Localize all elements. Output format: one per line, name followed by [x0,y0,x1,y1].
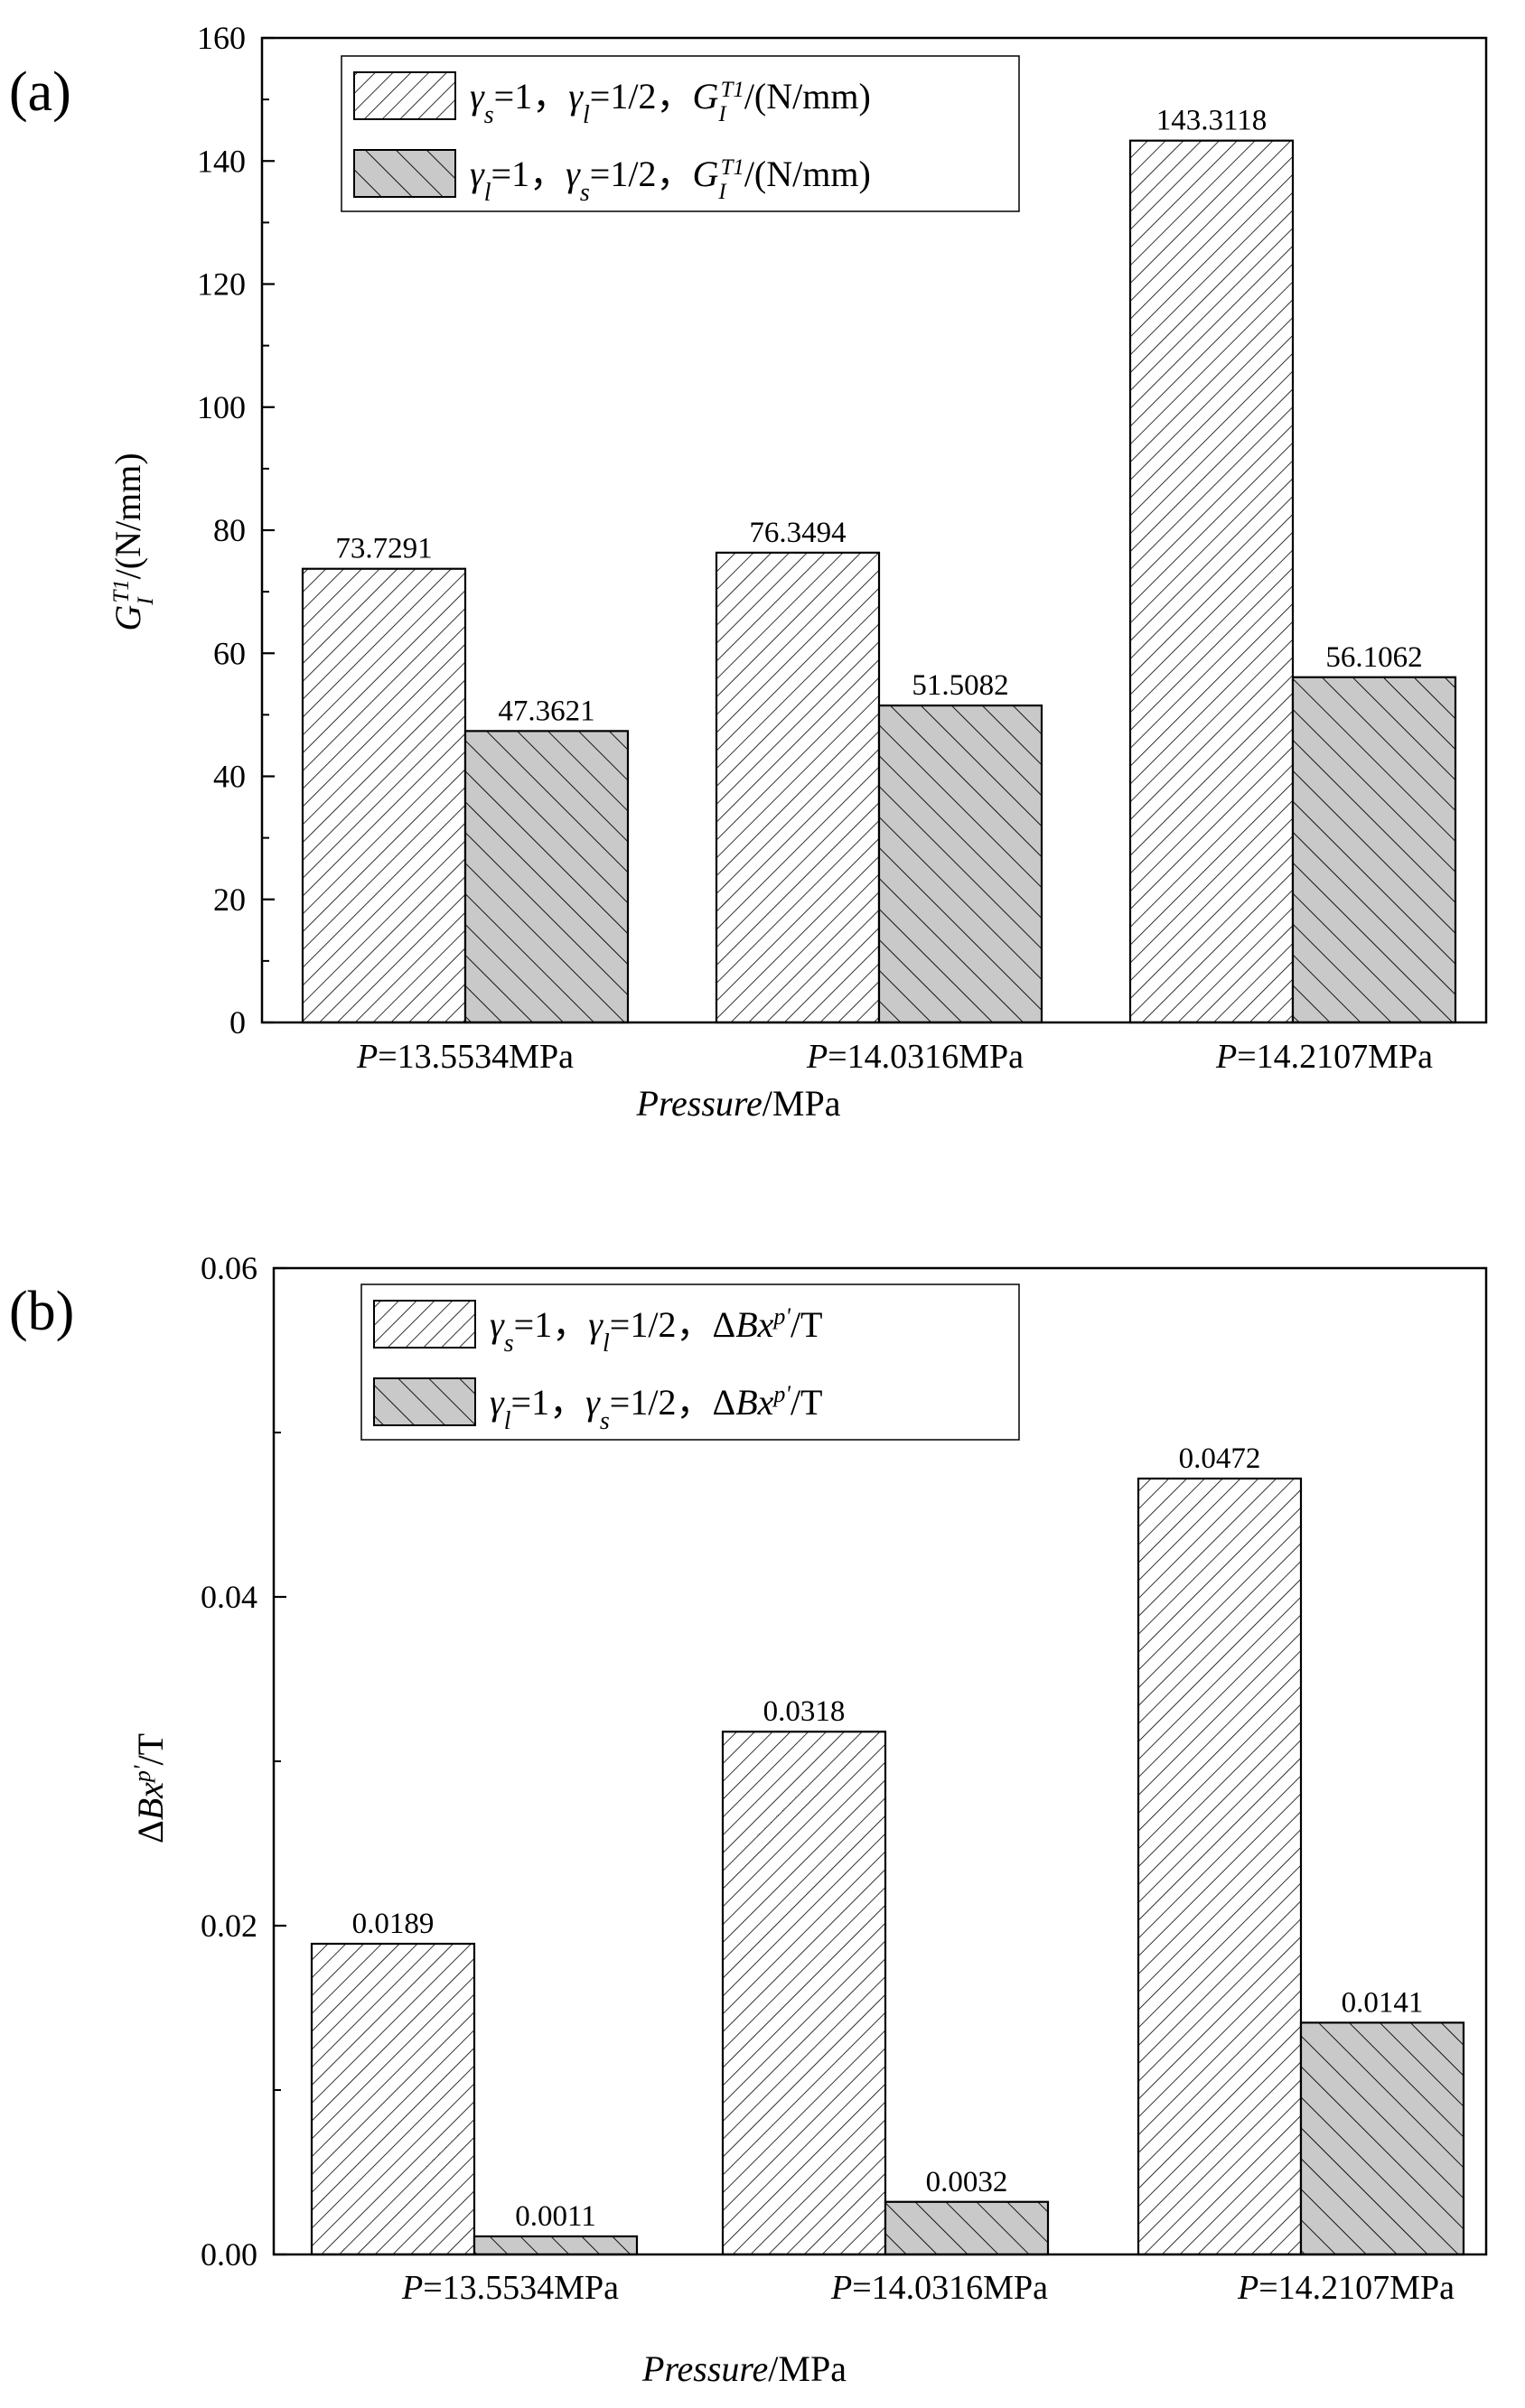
x-category-label: P=14.2107MPa [1237,2269,1455,2307]
y-tick-label: 80 [213,512,246,548]
bar [463,730,630,1024]
y-tick-label: 0.02 [201,1908,257,1944]
data-label: 0.0011 [515,2200,596,2233]
x-category-label: P=13.5534MPa [356,1038,574,1076]
x-category-label: P=13.5534MPa [401,2269,619,2307]
data-label: 143.3118 [1156,105,1268,137]
legend-label: γs=1，γl=1/2，GIT1/(N/mm) [470,76,871,129]
bar [1137,1477,1303,2256]
data-label: 73.7291 [335,533,432,565]
bar [884,2200,1050,2256]
bar [1291,676,1457,1024]
legend-label: γl=1，γs=1/2，GIT1/(N/mm) [470,154,871,207]
bar [310,1942,476,2256]
chart-panel-b: (b) 0.0189 0.0318 0.0472 0.0011 0.0032 0.0141 0… [9,1250,1488,2389]
panel-label: (a) [9,61,71,123]
legend-label: γl=1，γs=1/2，ΔBxp'/T [490,1381,822,1435]
x-axis-title: Pressure/MPa [641,2348,847,2389]
legend: γs=1，γl=1/2，ΔBxp'/T γl=1，γs=1/2，ΔBxp'/T [360,1283,1020,1441]
x-category-label: P=14.0316MPa [806,1038,1024,1076]
x-category-label: P=14.2107MPa [1215,1038,1433,1076]
legend-swatch [373,1300,476,1349]
x-category-label: P=14.0316MPa [830,2269,1048,2307]
legend-swatch [353,71,456,120]
y-tick-label: 100 [197,389,246,425]
y-tick-label: 140 [197,143,246,179]
y-tick-label: 0.04 [201,1579,257,1615]
data-label: 76.3494 [749,517,846,549]
x-axis-title: Pressure/MPa [636,1083,841,1124]
y-tick-label: 120 [197,266,246,303]
panel-label: (b) [9,1281,74,1342]
y-tick-label: 0.00 [201,2236,257,2273]
bar [877,705,1043,1024]
y-tick-label: 40 [213,759,246,795]
legend-label: γs=1，γl=1/2，ΔBxp'/T [490,1303,822,1358]
legend: γs=1，γl=1/2，GIT1/(N/mm) γl=1，γs=1/2，GIT1/… [341,55,1020,212]
legend-swatch [353,149,456,198]
y-tick-label: 20 [213,882,246,918]
bar [1128,139,1295,1024]
chart-panel-a: (a) 73.7291 76.3494 143.3118 47.3621 51.5082 5… [9,20,1488,1124]
y-axis-title: GIT1/(N/mm) [108,453,158,630]
bar [715,551,881,1024]
bar [721,1731,887,2256]
bar [472,2235,639,2256]
y-tick-label: 160 [197,20,246,56]
y-tick-label: 0.06 [201,1250,257,1286]
data-label: 0.0141 [1342,1986,1424,2019]
bar [301,567,467,1024]
data-label: 47.3621 [498,695,594,727]
y-axis-title: ΔBxp'/T [129,1733,172,1843]
bar [1299,2021,1465,2256]
data-label: 0.0472 [1179,1442,1261,1475]
y-tick-label: 60 [213,635,246,671]
y-tick-label: 0 [229,1004,246,1041]
data-label: 51.5082 [912,669,1008,702]
data-label: 0.0189 [352,1908,435,1940]
data-label: 0.0032 [926,2166,1008,2198]
data-label: 56.1062 [1325,641,1422,674]
legend-swatch [373,1377,476,1426]
data-label: 0.0318 [763,1695,846,1728]
